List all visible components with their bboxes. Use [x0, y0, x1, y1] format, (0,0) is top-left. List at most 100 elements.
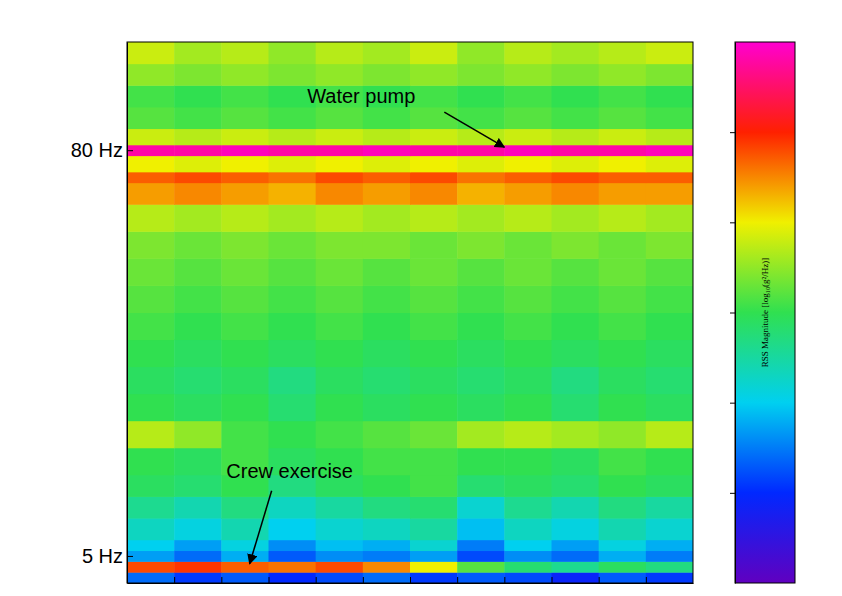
heatmap-cell	[504, 156, 552, 173]
heatmap-cell	[316, 421, 364, 449]
heatmap-cell	[127, 145, 175, 156]
heatmap-cell	[363, 313, 411, 341]
heatmap-cell	[599, 496, 647, 518]
heatmap-cell	[504, 475, 552, 497]
heatmap-cell	[646, 421, 693, 449]
x-tick-mark	[646, 577, 647, 583]
heatmap-cell	[127, 156, 175, 173]
heatmap-cell	[221, 145, 269, 156]
heatmap-cell	[363, 172, 411, 183]
x-tick-mark	[599, 577, 600, 583]
heatmap-cell	[457, 64, 505, 86]
heatmap-cell	[552, 145, 600, 156]
heatmap-cell	[552, 572, 600, 583]
heatmap-cell	[599, 421, 647, 449]
heatmap-cell	[599, 561, 647, 572]
heatmap-cell	[127, 258, 175, 286]
heatmap-cell	[174, 572, 222, 583]
heatmap-cell	[221, 64, 269, 86]
heatmap-cell	[127, 367, 175, 395]
heatmap-cell	[646, 107, 693, 129]
x-tick-mark	[269, 577, 270, 583]
heatmap-cell	[552, 231, 600, 259]
heatmap-cell	[363, 394, 411, 422]
heatmap-cell	[599, 340, 647, 368]
heatmap-cell	[127, 64, 175, 86]
annotation-arrow	[444, 112, 504, 147]
heatmap-cell	[127, 107, 175, 129]
annotation-label: Crew exercise	[226, 460, 353, 482]
x-tick-mark	[363, 577, 364, 583]
heatmap-cell	[457, 448, 505, 476]
heatmap-cell	[599, 204, 647, 232]
heatmap-cell	[269, 64, 317, 86]
heatmap-cell	[410, 107, 458, 129]
heatmap-cell	[457, 367, 505, 395]
heatmap-cell	[174, 107, 222, 129]
heatmap-cell	[457, 42, 505, 64]
heatmap-cell	[127, 551, 175, 562]
heatmap-cell	[599, 156, 647, 173]
heatmap-cell	[599, 551, 647, 562]
heatmap-cell	[269, 313, 317, 341]
heatmap-cell	[504, 340, 552, 368]
heatmap-cell	[221, 367, 269, 395]
heatmap-cell	[363, 285, 411, 313]
heatmap-cell	[127, 129, 175, 146]
x-tick	[174, 577, 175, 583]
colorbar-tick	[730, 313, 735, 314]
colorbar-tick	[730, 493, 735, 494]
heatmap-cell	[646, 313, 693, 341]
x-tick	[457, 577, 458, 583]
heatmap-cell	[646, 183, 693, 205]
heatmap-cell	[646, 340, 693, 368]
colorbar-axis	[730, 43, 736, 584]
heatmap-cell	[221, 42, 269, 64]
heatmap-cell	[269, 572, 317, 583]
colorbar-tick-mark	[730, 132, 735, 133]
heatmap-cell	[646, 64, 693, 86]
heatmap-cell	[504, 258, 552, 286]
x-tick	[646, 577, 647, 583]
heatmap-cell	[174, 448, 222, 476]
x-tick-mark	[221, 577, 222, 583]
heatmap-cell	[504, 540, 552, 551]
heatmap-cell	[174, 340, 222, 368]
heatmap-cell	[410, 475, 458, 497]
heatmap-cell	[410, 42, 458, 64]
heatmap-cell	[316, 394, 364, 422]
heatmap-cell	[457, 85, 505, 107]
heatmap-cell	[599, 85, 647, 107]
heatmap-cell	[646, 156, 693, 173]
heatmap-cell	[269, 183, 317, 205]
heatmap-cell	[599, 107, 647, 129]
heatmap-cell	[599, 448, 647, 476]
heatmap-cell	[410, 231, 458, 259]
heatmap-cell	[646, 145, 693, 156]
heatmap-cell	[552, 183, 600, 205]
heatmap-cell	[599, 394, 647, 422]
heatmap-cell	[504, 572, 552, 583]
annotation-arrow	[250, 491, 272, 564]
heatmap-cell	[221, 540, 269, 551]
y-tick-mark	[127, 556, 133, 557]
heatmap-cell	[410, 518, 458, 540]
heatmap-cell	[646, 258, 693, 286]
heatmap-cell	[127, 394, 175, 422]
x-tick	[316, 577, 317, 583]
heatmap-cell	[599, 129, 647, 146]
heatmap-cell	[646, 540, 693, 551]
heatmap-cell	[410, 367, 458, 395]
x-tick-mark	[174, 577, 175, 583]
heatmap-cell	[504, 129, 552, 146]
x-tick	[599, 577, 600, 583]
heatmap-cell	[174, 231, 222, 259]
y-tick-label: 5 Hz	[82, 545, 123, 567]
heatmap-cell	[646, 42, 693, 64]
heatmap-cell	[316, 313, 364, 341]
heatmap-cell	[457, 496, 505, 518]
heatmap-cell	[599, 231, 647, 259]
heatmap-cell	[316, 258, 364, 286]
heatmap-cell	[363, 42, 411, 64]
y-tick-label: 80 Hz	[71, 139, 123, 161]
